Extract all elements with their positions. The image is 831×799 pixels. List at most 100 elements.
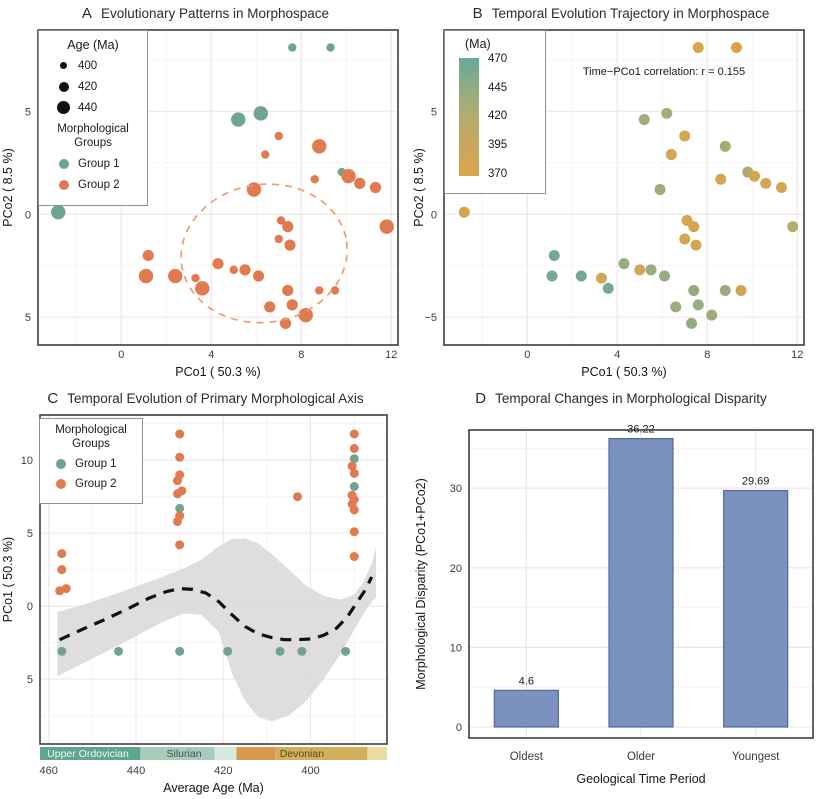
scatter-point xyxy=(369,181,382,194)
size-dot-440-icon xyxy=(57,101,70,114)
scatter-point xyxy=(654,184,666,196)
scatter-point xyxy=(692,42,704,53)
svg-text:8: 8 xyxy=(704,349,710,361)
scatter-point xyxy=(246,182,262,197)
scatter-point xyxy=(719,140,731,152)
scatter-point xyxy=(692,299,704,311)
scatter-point xyxy=(212,258,224,270)
geo-period-strip: Upper Ordovician Silurian Devonian xyxy=(40,747,387,760)
geo-segment xyxy=(275,747,368,760)
scatter-point xyxy=(253,106,268,121)
panel-c-points xyxy=(55,429,359,656)
scatter-point xyxy=(195,281,210,296)
scatter-point xyxy=(264,301,276,313)
panel-c: C Temporal Evolution of Primary Morpholo… xyxy=(0,385,411,799)
scatter-point xyxy=(618,258,630,270)
colorbar-gradient xyxy=(459,58,479,176)
scatter-point xyxy=(341,646,351,656)
scatter-point xyxy=(665,149,677,161)
scatter-point xyxy=(686,317,697,329)
scatter-point xyxy=(276,216,286,225)
legend-group-item: Group 2 xyxy=(44,474,138,494)
panel-a: A Evolutionary Patterns in Morphospace 0… xyxy=(0,0,411,384)
scatter-point xyxy=(349,454,359,464)
scatter-point xyxy=(286,299,298,311)
scatter-point xyxy=(349,429,359,439)
scatter-point xyxy=(760,177,772,189)
confidence-band xyxy=(57,538,377,722)
scatter-point xyxy=(297,646,307,656)
panel-d-letter: D xyxy=(475,389,487,407)
tick-labels: Oldest Older Youngest 0 10 20 30 xyxy=(450,483,780,763)
legend-group-item: Group 1 xyxy=(44,454,138,474)
svg-text:10: 10 xyxy=(21,455,33,467)
scatter-point xyxy=(575,270,587,282)
scatter-point xyxy=(138,268,154,284)
scatter-point xyxy=(175,503,185,513)
svg-text:0: 0 xyxy=(27,601,33,613)
svg-text:10: 10 xyxy=(450,642,462,654)
legend-size-item: 420 xyxy=(45,76,141,97)
scatter-point xyxy=(546,270,558,282)
y-axis-title: PCo1 ( 50.3 %) xyxy=(1,537,15,622)
panel-b-title: B Temporal Evolution Trajectory in Morph… xyxy=(411,0,831,26)
x-axis-title: Average Age (Ma) xyxy=(163,781,264,795)
scatter-point xyxy=(347,461,357,471)
plot-frame xyxy=(39,414,388,745)
scatter-point xyxy=(690,239,702,251)
scatter-point xyxy=(288,43,297,52)
svg-text:20: 20 xyxy=(450,563,462,575)
svg-text:5: 5 xyxy=(25,106,31,118)
scatter-point xyxy=(191,273,200,283)
scatter-point xyxy=(379,219,394,234)
scatter-point xyxy=(349,444,359,454)
scatter-point xyxy=(341,168,356,184)
scatter-point xyxy=(679,233,691,245)
x-axis-title: Geological Time Period xyxy=(576,772,705,786)
y-axis-title: PCo2 ( 8.5 %) xyxy=(1,148,15,227)
scatter-point xyxy=(57,565,67,575)
panel-b-plot: 0 4 8 12 5 0 −5 PCo1 ( 50.3 %) PCo2 ( 8.5 %) xyxy=(412,29,805,379)
trend-line xyxy=(58,576,374,642)
legend-group-title: Morphological Groups xyxy=(57,123,129,149)
scatter-point xyxy=(645,264,657,276)
scatter-point xyxy=(312,139,327,154)
panel-a-points xyxy=(51,43,394,329)
svg-text:12: 12 xyxy=(791,349,803,361)
scatter-point xyxy=(57,646,67,656)
scatter-point xyxy=(659,270,670,282)
panel-d-title: D Temporal Changes in Morphological Disp… xyxy=(411,385,831,411)
scatter-point xyxy=(51,205,66,220)
scatter-point xyxy=(330,286,340,295)
scatter-point xyxy=(252,270,265,282)
scatter-point xyxy=(298,307,313,323)
size-dot-420-icon xyxy=(59,81,69,92)
scatter-point xyxy=(602,282,614,294)
scatter-point xyxy=(634,264,646,276)
geo-segment xyxy=(40,747,141,760)
scatter-point xyxy=(315,286,324,295)
scatter-point xyxy=(735,284,747,296)
svg-text:12: 12 xyxy=(385,349,397,361)
scatter-point xyxy=(175,540,185,550)
bar-value-label: 29.69 xyxy=(742,476,770,488)
legend-group-item: Group 1 xyxy=(45,153,141,174)
svg-text:440: 440 xyxy=(127,765,145,777)
scatter-point xyxy=(275,646,285,656)
scatter-point xyxy=(293,492,303,502)
scatter-point xyxy=(231,112,246,127)
scatter-point xyxy=(548,249,560,261)
panel-c-title: C Temporal Evolution of Primary Morpholo… xyxy=(0,385,411,411)
scatter-point xyxy=(172,489,182,499)
panel-a-letter: A xyxy=(81,4,92,22)
scatter-point xyxy=(349,505,359,515)
scatter-point xyxy=(731,42,742,53)
scatter-point xyxy=(175,452,185,462)
group2-confidence-ellipse xyxy=(180,183,348,324)
scatter-point xyxy=(261,150,270,159)
scatter-point xyxy=(282,284,294,297)
scatter-point xyxy=(688,221,700,233)
scatter-point xyxy=(719,284,731,296)
geo-segment xyxy=(367,747,387,760)
